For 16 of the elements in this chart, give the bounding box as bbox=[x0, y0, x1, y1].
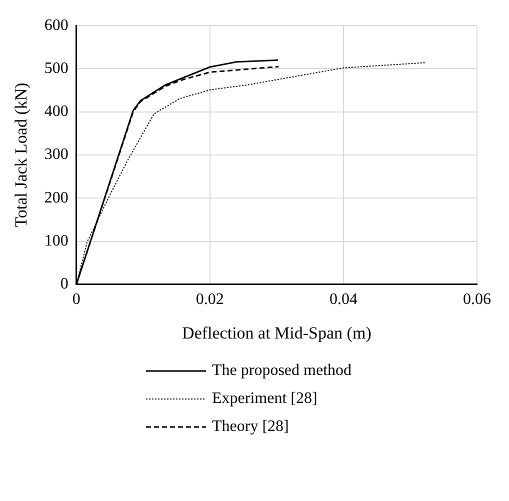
x-tick-label: 0.02 bbox=[196, 291, 224, 308]
x-tick-label: 0.04 bbox=[329, 291, 358, 308]
y-tick-label: 0 bbox=[60, 276, 68, 293]
y-tick-label: 600 bbox=[44, 16, 68, 34]
legend-label: The proposed method bbox=[212, 362, 352, 380]
y-tick-label: 100 bbox=[44, 232, 68, 250]
y-tick-label: 300 bbox=[44, 146, 68, 164]
legend-label: Experiment [28] bbox=[212, 390, 318, 408]
x-tick-label: 0 bbox=[72, 291, 80, 308]
y-tick-label: 500 bbox=[44, 60, 68, 77]
x-axis-title: Deflection at Mid-Span (m) bbox=[182, 323, 372, 342]
x-tick-label: 0.06 bbox=[463, 291, 491, 308]
y-axis-title: Total Jack Load (kN) bbox=[12, 82, 31, 228]
legend-label: Theory [28] bbox=[212, 418, 289, 436]
y-tick-label: 200 bbox=[44, 189, 68, 206]
y-tick-label: 400 bbox=[44, 103, 68, 120]
